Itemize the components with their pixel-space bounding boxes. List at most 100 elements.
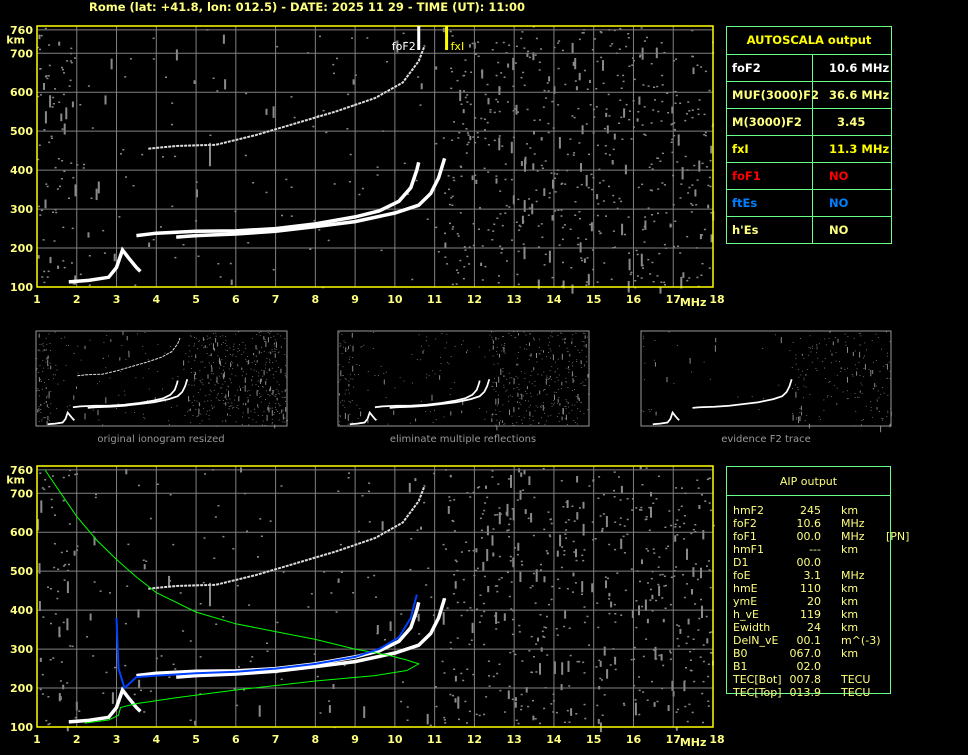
noise-dot	[599, 515, 602, 517]
noise-dot	[235, 421, 237, 423]
noise-dot	[339, 543, 342, 546]
noise-dot	[247, 401, 249, 403]
noise-dot	[688, 186, 691, 189]
noise-dot	[510, 141, 513, 154]
noise-dot	[549, 518, 552, 521]
noise-dot	[366, 37, 369, 39]
noise-dot	[674, 220, 677, 222]
noise-dot	[679, 197, 682, 199]
noise-dot	[481, 279, 484, 281]
noise-dot	[228, 386, 230, 388]
noise-dot	[531, 585, 534, 587]
noise-dot	[502, 404, 504, 406]
noise-dot	[601, 714, 604, 716]
noise-dot	[675, 58, 678, 60]
noise-dot	[498, 421, 500, 425]
aip-param: B0	[733, 647, 748, 660]
noise-dot	[251, 362, 253, 363]
noise-dot	[614, 521, 617, 523]
noise-dot	[79, 273, 82, 276]
noise-dot	[57, 383, 59, 385]
noise-dot	[242, 416, 243, 418]
noise-dot	[511, 415, 513, 417]
noise-dot	[262, 415, 264, 416]
noise-dot	[48, 485, 51, 488]
noise-dot	[545, 420, 547, 422]
noise-dot	[185, 353, 187, 355]
plot-frame	[36, 465, 714, 728]
noise-dot	[231, 355, 233, 357]
noise-dot	[561, 238, 564, 241]
noise-dot	[532, 572, 535, 575]
noise-dot	[604, 152, 607, 155]
noise-dot	[54, 514, 56, 516]
noise-dot	[574, 404, 576, 406]
noise-dot	[39, 68, 42, 70]
noise-dot	[622, 535, 625, 538]
noise-dot	[557, 42, 560, 44]
noise-dot	[217, 342, 219, 347]
noise-dot	[457, 272, 460, 274]
noise-dot	[442, 137, 445, 139]
noise-dot	[556, 173, 559, 175]
x-tick-label: 16	[626, 733, 642, 746]
noise-dot	[878, 337, 880, 339]
noise-dot	[671, 138, 674, 141]
noise-dot	[76, 386, 77, 389]
noise-dot	[586, 88, 589, 90]
noise-dot	[62, 621, 65, 624]
noise-dot	[589, 81, 591, 83]
noise-dot	[543, 576, 546, 583]
noise-dot	[572, 365, 574, 367]
noise-dot	[142, 559, 145, 561]
noise-dot	[815, 368, 817, 369]
noise-dot	[613, 489, 615, 492]
noise-dot	[243, 351, 245, 353]
noise-dot	[469, 496, 472, 498]
noise-dot	[527, 517, 530, 520]
noise-dot	[546, 552, 549, 555]
noise-dot	[41, 418, 43, 420]
noise-dot	[284, 421, 286, 423]
noise-dot	[52, 103, 55, 105]
noise-dot	[578, 507, 581, 509]
noise-dot	[233, 349, 235, 350]
noise-dot	[489, 349, 491, 351]
noise-dot	[585, 343, 587, 348]
noise-dot	[201, 344, 203, 346]
noise-dot	[38, 406, 40, 408]
noise-dot	[540, 48, 542, 50]
noise-dot	[211, 373, 213, 375]
noise-dot	[663, 243, 666, 246]
noise-dot	[64, 336, 66, 338]
thumbnail-frame	[337, 330, 590, 427]
noise-dot	[860, 382, 862, 384]
noise-dot	[68, 523, 71, 525]
noise-dot	[82, 167, 85, 169]
noise-dot	[446, 333, 448, 335]
noise-dot	[429, 724, 432, 727]
noise-dot	[564, 533, 567, 535]
noise-dot	[641, 484, 644, 486]
noise-dot	[483, 610, 486, 613]
noise-dot	[707, 204, 710, 209]
noise-dot	[279, 413, 280, 414]
noise-dot	[599, 677, 602, 680]
plot-thumb-2	[337, 330, 590, 431]
noise-dot	[514, 108, 517, 110]
noise-dot	[556, 550, 559, 557]
noise-dot	[516, 553, 519, 556]
noise-dot	[266, 358, 268, 359]
noise-dot	[62, 476, 65, 479]
noise-dot	[802, 370, 804, 372]
noise-dot	[501, 336, 503, 338]
noise-dot	[553, 46, 556, 49]
noise-dot	[483, 575, 486, 578]
noise-dot	[37, 350, 39, 352]
noise-dot	[651, 610, 654, 612]
noise-dot	[354, 74, 357, 76]
noise-dot	[380, 365, 382, 367]
noise-dot	[563, 721, 566, 724]
noise-dot	[618, 197, 621, 200]
noise-dot	[561, 182, 564, 185]
